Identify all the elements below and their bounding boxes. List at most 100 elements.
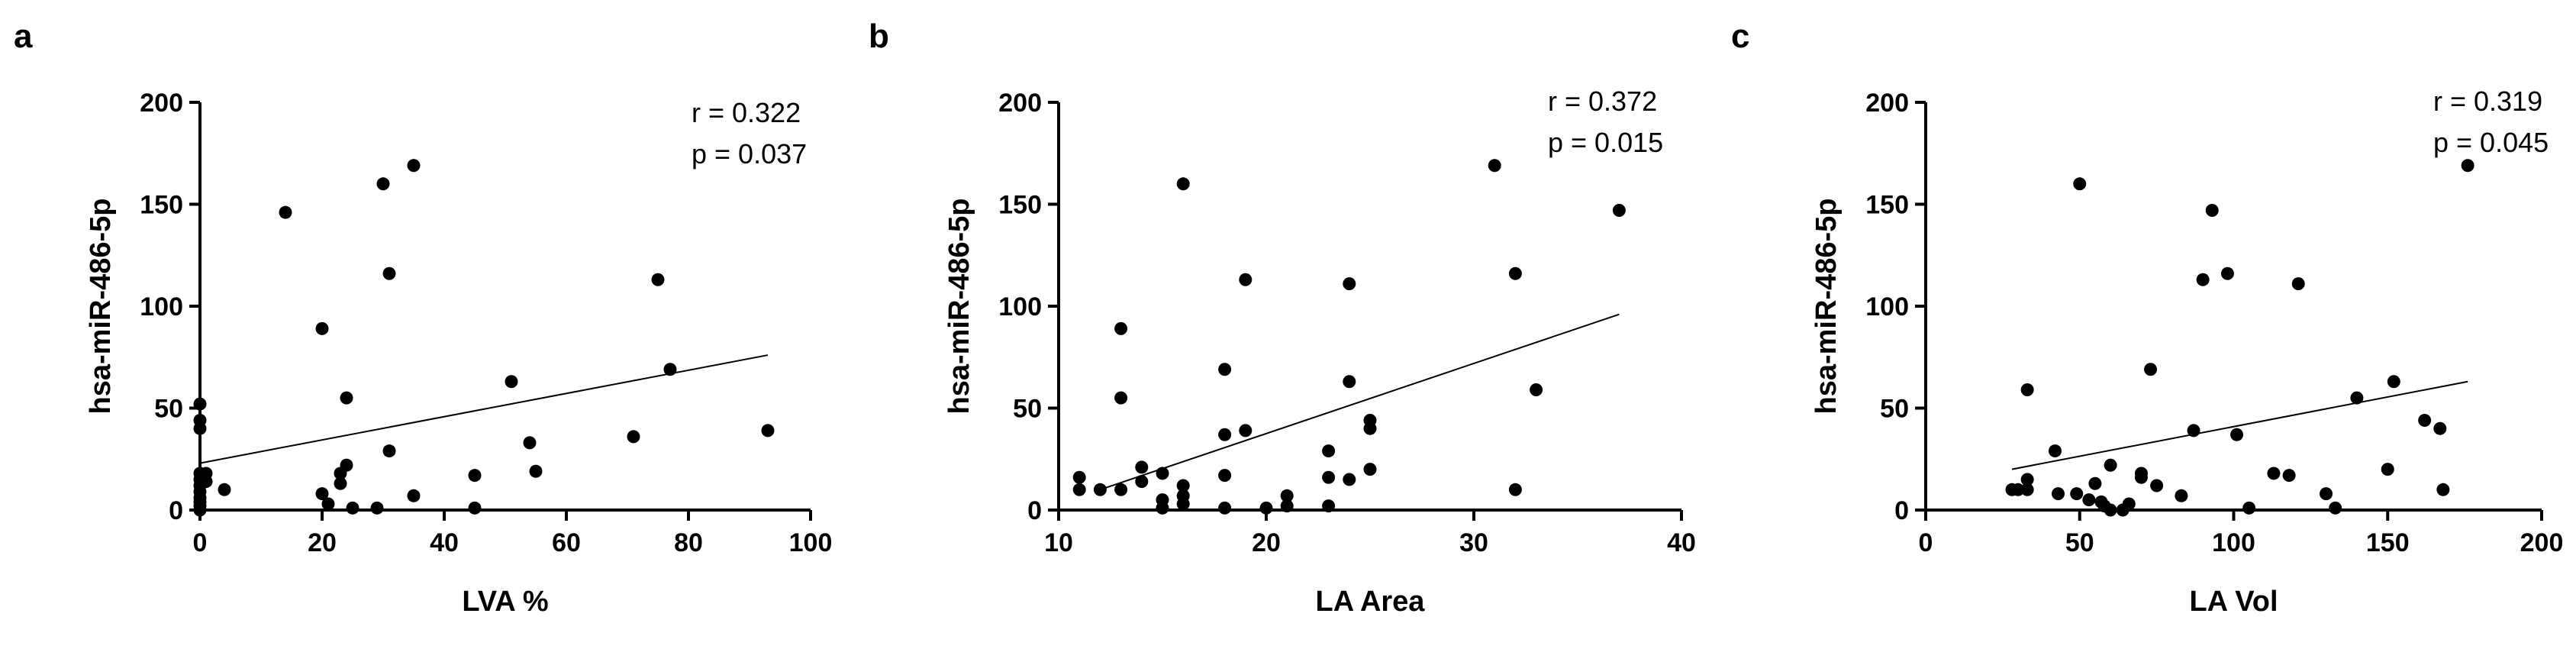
p-value-label: p = 0.015 bbox=[1548, 127, 1663, 158]
panel-letter-b: b bbox=[869, 18, 889, 55]
data-point bbox=[2418, 414, 2432, 428]
x-axis-title: LA Area bbox=[1316, 586, 1426, 618]
data-point bbox=[193, 397, 207, 411]
data-point bbox=[407, 489, 421, 502]
data-point bbox=[627, 430, 640, 444]
data-point bbox=[1114, 391, 1128, 405]
data-point bbox=[663, 363, 677, 376]
y-tick-label: 150 bbox=[1865, 191, 1909, 220]
data-point bbox=[2134, 467, 2148, 480]
data-point bbox=[2020, 473, 2034, 486]
data-point bbox=[523, 436, 537, 450]
data-point bbox=[2073, 177, 2087, 191]
y-tick-label: 50 bbox=[1013, 395, 1042, 424]
data-point bbox=[1343, 473, 1356, 486]
data-point bbox=[2150, 479, 2164, 492]
p-value-label: p = 0.045 bbox=[2433, 127, 2549, 158]
data-point bbox=[2242, 501, 2256, 515]
y-tick-label: 100 bbox=[1865, 292, 1909, 321]
data-point bbox=[315, 321, 329, 335]
data-point bbox=[1239, 273, 1253, 286]
data-point bbox=[1508, 483, 1522, 496]
data-point bbox=[1322, 499, 1336, 513]
data-point bbox=[2436, 483, 2450, 496]
data-point bbox=[193, 414, 207, 428]
data-point bbox=[2282, 469, 2296, 483]
y-tick-label: 150 bbox=[140, 191, 183, 220]
y-tick-label: 0 bbox=[1027, 496, 1042, 525]
data-point bbox=[340, 391, 353, 405]
data-point bbox=[382, 266, 396, 280]
data-point bbox=[1363, 463, 1377, 476]
data-point bbox=[1239, 424, 1253, 438]
y-tick-label: 0 bbox=[1894, 496, 1909, 525]
data-point bbox=[1218, 469, 1232, 483]
data-point bbox=[2122, 497, 2136, 511]
data-point bbox=[2144, 363, 2158, 376]
data-point bbox=[1280, 499, 1294, 513]
x-tick-label: 40 bbox=[1667, 528, 1696, 557]
y-tick-label: 50 bbox=[154, 395, 183, 424]
y-tick-label: 200 bbox=[1865, 89, 1909, 118]
data-point bbox=[468, 501, 482, 515]
data-point bbox=[1072, 470, 1086, 484]
data-point bbox=[1530, 383, 1543, 396]
data-point bbox=[1135, 475, 1149, 489]
panel-letter-c: c bbox=[1731, 18, 1749, 55]
data-point bbox=[315, 487, 329, 501]
data-point bbox=[2020, 383, 2034, 396]
data-point bbox=[1612, 204, 1626, 218]
chart-panel-b: b 0 50 100 150 200 10 20 30 40 LA Area hsa-miR-486… bbox=[869, 18, 1696, 618]
data-point bbox=[1176, 497, 1190, 511]
data-point bbox=[1259, 501, 1273, 515]
x-tick-label: 20 bbox=[308, 528, 337, 557]
data-point bbox=[1114, 483, 1128, 496]
data-point bbox=[2052, 487, 2065, 501]
data-point bbox=[1072, 483, 1086, 496]
y-axis-title: hsa-miR-486-5p bbox=[85, 199, 117, 415]
data-point bbox=[1156, 501, 1169, 515]
data-point bbox=[346, 501, 359, 515]
data-point bbox=[1218, 428, 1232, 441]
x-tick-label: 150 bbox=[2366, 528, 2410, 557]
panel-letter-a: a bbox=[14, 18, 33, 55]
y-tick-label: 0 bbox=[169, 496, 183, 525]
data-point bbox=[2267, 467, 2281, 480]
x-tick-label: 40 bbox=[430, 528, 459, 557]
data-point bbox=[1280, 489, 1294, 502]
data-point bbox=[2196, 273, 2210, 286]
data-point bbox=[1218, 363, 1232, 376]
x-tick-label: 100 bbox=[2212, 528, 2255, 557]
data-point bbox=[218, 483, 231, 496]
chart-panel-a: a 0 50 100 150 200 0 20 40 60 80 100 LVA % hsa-miR-4… bbox=[14, 18, 832, 618]
data-point bbox=[340, 458, 353, 472]
data-point bbox=[2433, 421, 2447, 435]
trend-line bbox=[199, 354, 769, 464]
data-point bbox=[321, 497, 335, 511]
data-point bbox=[199, 475, 213, 489]
x-tick-label: 50 bbox=[2065, 528, 2094, 557]
data-point bbox=[468, 469, 482, 483]
data-point bbox=[651, 273, 665, 286]
data-point bbox=[1114, 321, 1128, 335]
data-point bbox=[2020, 483, 2034, 496]
x-tick-label: 30 bbox=[1459, 528, 1488, 557]
data-point bbox=[2048, 444, 2062, 458]
data-point bbox=[1508, 266, 1522, 280]
data-point bbox=[334, 476, 347, 490]
y-tick-label: 100 bbox=[998, 292, 1042, 321]
y-tick-label: 100 bbox=[140, 292, 183, 321]
x-tick-label: 20 bbox=[1252, 528, 1281, 557]
data-point bbox=[1176, 177, 1190, 191]
data-point bbox=[382, 444, 396, 458]
data-point bbox=[2104, 458, 2117, 472]
data-point bbox=[1322, 470, 1336, 484]
trend-line bbox=[2011, 380, 2468, 470]
data-point bbox=[2082, 493, 2096, 507]
data-point bbox=[193, 503, 207, 517]
data-point bbox=[2175, 489, 2188, 502]
data-point bbox=[2011, 483, 2025, 496]
data-point bbox=[529, 464, 543, 478]
data-point bbox=[2230, 428, 2244, 441]
data-point bbox=[1156, 467, 1169, 480]
